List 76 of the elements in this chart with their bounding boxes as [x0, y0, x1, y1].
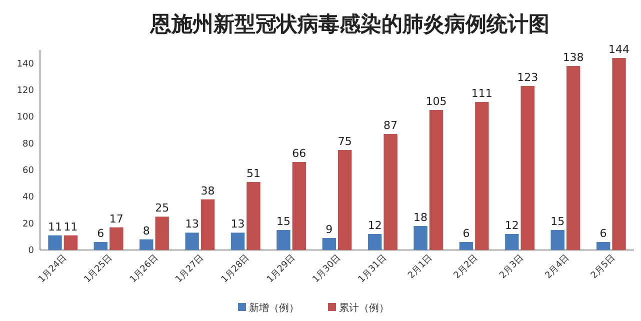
bar [155, 216, 169, 250]
bar [520, 86, 534, 250]
x-tick-label: 1月29日 [265, 253, 298, 286]
y-tick-label: 40 [22, 192, 34, 203]
x-tick-label: 2月1日 [406, 253, 435, 281]
bar [414, 226, 428, 250]
data-label: 25 [155, 202, 170, 215]
bar [64, 235, 78, 250]
data-label: 144 [608, 43, 630, 56]
bar [368, 234, 382, 250]
data-label: 18 [414, 211, 428, 224]
bar [246, 182, 260, 250]
bar [384, 134, 398, 250]
bar [276, 230, 290, 250]
data-label: 9 [326, 223, 333, 236]
y-tick-label: 0 [28, 246, 34, 256]
data-label: 13 [185, 218, 200, 231]
bar [48, 235, 62, 250]
chart-title: 恩施州新型冠状病毒感染的肺炎病例统计图 [150, 12, 550, 36]
bar [596, 242, 610, 250]
y-tick-label: 140 [16, 59, 34, 70]
x-tick-label: 1月25日 [82, 253, 115, 286]
bar [230, 232, 245, 250]
bar [475, 102, 489, 250]
y-tick-label: 20 [22, 219, 34, 230]
bar [612, 58, 626, 250]
bar [459, 242, 474, 250]
data-label: 11 [64, 220, 78, 234]
x-tick-label: 2月4日 [544, 253, 572, 281]
legend-label: 新增（例） [249, 302, 299, 314]
bar [292, 162, 306, 250]
x-tick-label: 1月26日 [128, 253, 160, 286]
x-tick-label: 1月30日 [311, 253, 344, 286]
y-tick-label: 80 [22, 139, 34, 150]
data-label: 111 [471, 87, 492, 100]
data-label: 105 [426, 95, 447, 108]
x-tick-label: 1月24日 [37, 253, 69, 286]
data-label: 6 [97, 227, 104, 240]
data-label: 15 [276, 215, 290, 228]
legend-label: 累计（例） [339, 302, 389, 314]
bar [505, 234, 519, 250]
data-label: 51 [246, 167, 260, 180]
data-label: 11 [48, 220, 62, 234]
data-label: 6 [600, 227, 607, 240]
x-tick-label: 2月2日 [452, 253, 480, 281]
bar [322, 238, 336, 250]
data-label: 17 [109, 212, 124, 226]
data-label: 38 [200, 184, 215, 198]
data-label: 6 [462, 227, 470, 240]
data-label: 12 [504, 219, 519, 232]
x-tick-label: 1月27日 [174, 253, 206, 286]
bar [429, 110, 444, 250]
data-label: 66 [292, 147, 306, 160]
data-label: 13 [230, 218, 245, 231]
data-label: 12 [368, 219, 382, 232]
data-label: 87 [384, 119, 398, 132]
x-tick-label: 2月5日 [589, 253, 618, 281]
bar [185, 232, 199, 250]
data-label: 138 [562, 51, 584, 64]
data-label: 15 [550, 215, 565, 228]
y-tick-label: 100 [16, 112, 34, 123]
bar [338, 150, 352, 250]
bar [140, 239, 154, 250]
y-tick-label: 120 [16, 86, 34, 96]
x-tick-label: 2月3日 [498, 253, 526, 281]
x-tick-label: 1月31日 [356, 253, 389, 286]
bar [550, 230, 564, 250]
bar [94, 242, 108, 250]
data-label: 123 [517, 71, 538, 84]
data-label: 75 [338, 135, 352, 148]
data-label: 8 [142, 224, 150, 238]
bar [566, 66, 580, 250]
bar [200, 199, 215, 250]
y-tick-label: 60 [22, 166, 34, 176]
bar [110, 227, 124, 250]
x-tick-label: 1月28日 [220, 253, 252, 286]
